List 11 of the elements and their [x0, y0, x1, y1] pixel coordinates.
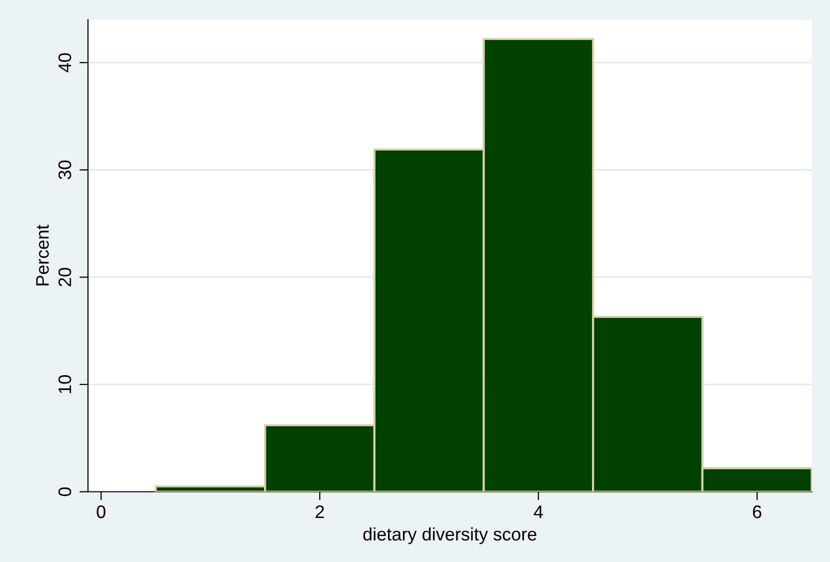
y-tick-label: 0 — [58, 487, 72, 496]
x-tick-label: 4 — [534, 506, 543, 518]
x-axis-title: dietary diversity score — [363, 527, 536, 544]
y-tick-label: 40 — [58, 53, 72, 72]
y-tick-label: 30 — [58, 160, 72, 180]
y-axis-title: Percent — [36, 224, 49, 286]
y-tick-label: 10 — [58, 375, 72, 394]
x-tick-label: 0 — [96, 505, 106, 518]
x-tick-label: 6 — [752, 505, 762, 518]
x-tick-label: 2 — [316, 505, 324, 518]
y-tick-label: 20 — [58, 268, 72, 286]
